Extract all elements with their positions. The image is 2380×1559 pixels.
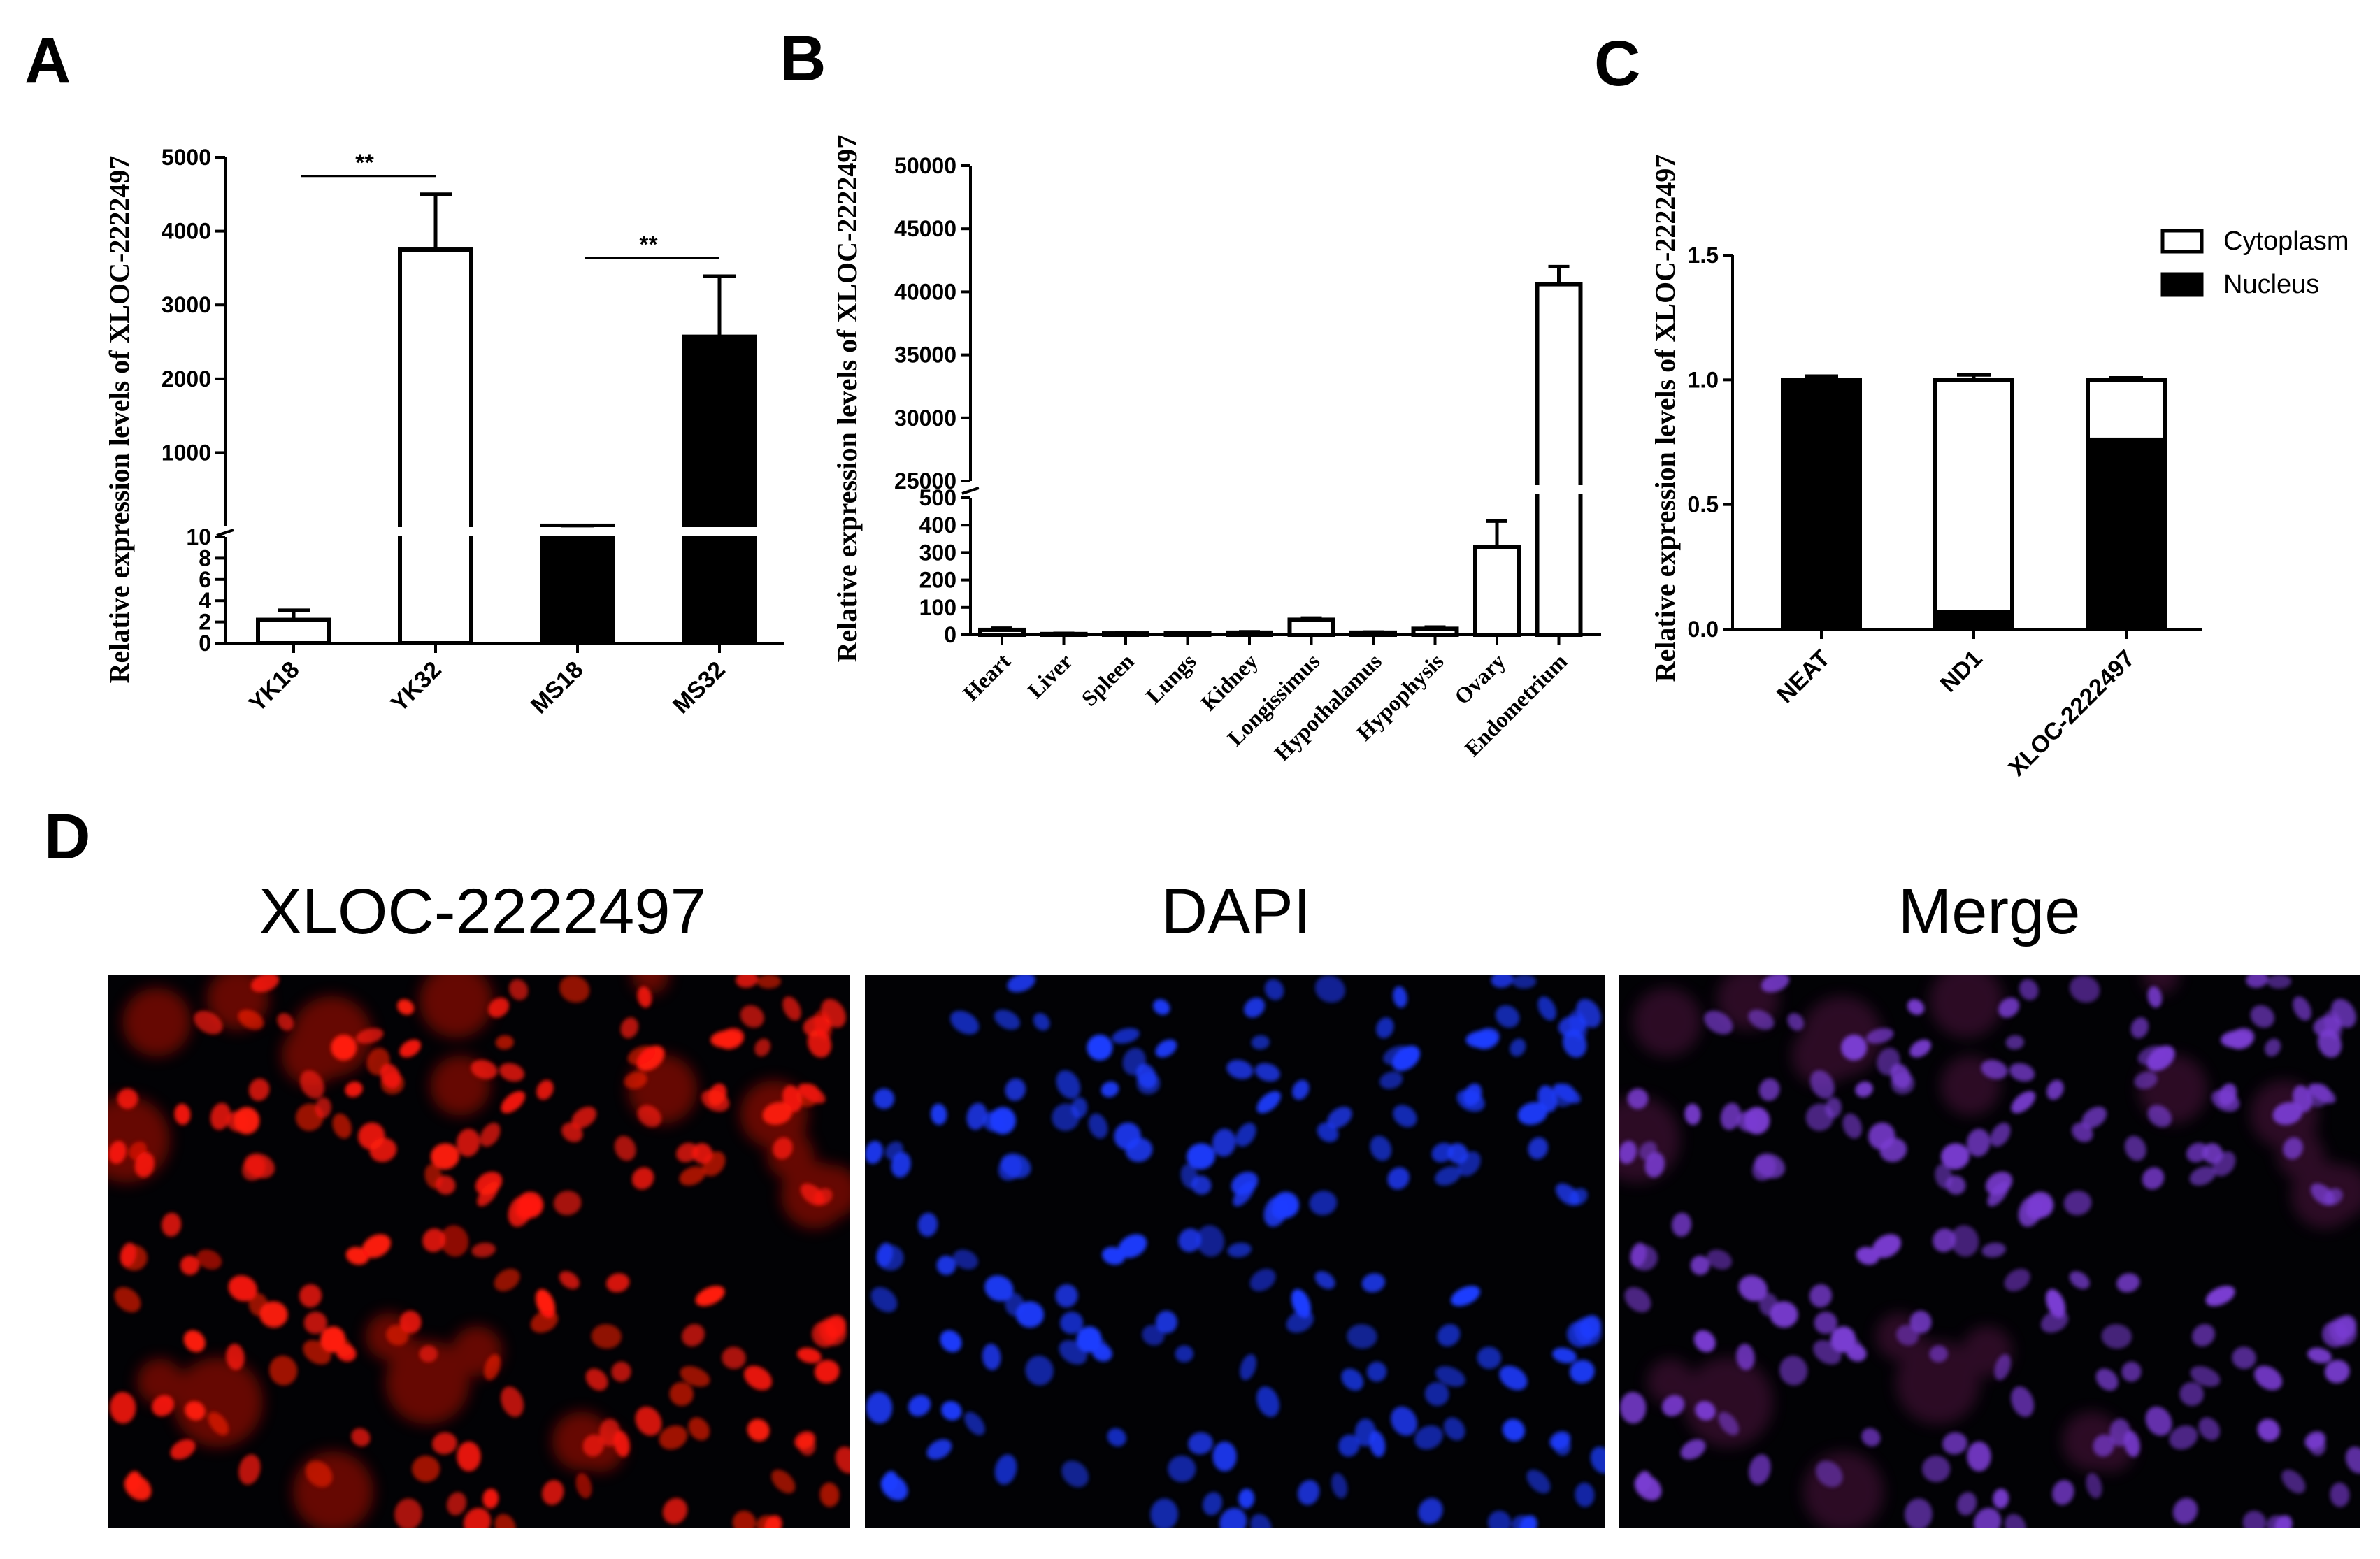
nuclei xyxy=(108,975,850,1528)
y-tick-label: 4 xyxy=(199,588,211,613)
micrograph-title-dapi: DAPI xyxy=(1161,876,1312,947)
x-tick-label-ovary: Ovary xyxy=(1449,648,1510,709)
chart-c: Relative expression levels of XLOC-22224… xyxy=(1649,155,2349,782)
chart-b: Relative expression levels of XLOC-22224… xyxy=(831,135,1601,766)
panel-letter-c: C xyxy=(1594,28,1640,99)
nuclei xyxy=(865,975,1605,1528)
y-tick-label: 200 xyxy=(919,568,956,593)
axis-break-mark xyxy=(961,487,980,495)
bar-yk18 xyxy=(256,617,331,645)
bar-nd1-cytoplasm xyxy=(1933,378,2014,615)
chart-c-ylabel: Relative expression levels of XLOC-22224… xyxy=(1649,155,1681,682)
bar-ovary xyxy=(1473,545,1521,637)
y-tick-label: 1.5 xyxy=(1688,243,1719,268)
axis-break-mark xyxy=(216,529,234,537)
y-tick-label: 300 xyxy=(919,540,956,565)
micrograph-title-merge: Merge xyxy=(1898,876,2081,947)
y-tick-label: 0 xyxy=(199,631,211,656)
legend-swatch-nucleus xyxy=(2160,272,2204,297)
x-tick-label-neat: NEAT xyxy=(1772,645,1835,709)
chart-b-bars xyxy=(978,264,1586,638)
panel-letter-b: B xyxy=(780,23,826,94)
bar-break-gap xyxy=(536,527,619,536)
bar-ms32 xyxy=(682,334,757,645)
x-tick-label-heart: Heart xyxy=(958,648,1015,705)
y-tick-label: 45000 xyxy=(894,216,956,241)
micrograph-merge xyxy=(1619,975,2360,1528)
chart-a-bars xyxy=(256,192,761,646)
significance-label: ** xyxy=(355,150,374,176)
bar-neat-nucleus xyxy=(1781,378,1862,631)
y-tick-label: 0.5 xyxy=(1688,492,1719,517)
x-tick-label-yk32: YK32 xyxy=(386,656,447,717)
micrograph-panel: XLOC-2222497 DAPI Merge xyxy=(108,876,2360,1528)
x-tick-label-ms18: MS18 xyxy=(526,656,589,719)
y-tick-label: 35000 xyxy=(894,343,956,368)
x-tick-label-lungs: Lungs xyxy=(1141,648,1201,708)
micrograph-dapi xyxy=(865,975,1605,1528)
panel-letter-d: D xyxy=(44,801,90,872)
y-tick-label: 50000 xyxy=(894,153,956,178)
y-tick-label: 10 xyxy=(186,524,211,549)
x-tick-label-liver: Liver xyxy=(1022,648,1077,703)
bar-xloc-2222497-cytoplasm xyxy=(2086,378,2167,442)
bar-yk32 xyxy=(398,247,473,645)
y-tick-label: 3000 xyxy=(162,292,211,317)
bar-break-gap xyxy=(1531,485,1586,494)
y-tick-label: 2000 xyxy=(162,366,211,391)
y-tick-label: 5000 xyxy=(162,145,211,170)
micrograph-xloc-2222497 xyxy=(108,975,850,1528)
x-tick-label-ms32: MS32 xyxy=(668,656,731,719)
y-tick-label: 500 xyxy=(919,485,956,510)
bar-longissimus xyxy=(1287,617,1335,638)
y-tick-label: 40000 xyxy=(894,279,956,304)
legend-label-nucleus: Nucleus xyxy=(2223,270,2319,299)
panel-letter-a: A xyxy=(24,25,71,96)
bar-xloc-2222497-nucleus xyxy=(2086,437,2167,632)
chart-a-significance: ** ** xyxy=(301,150,719,259)
y-tick-label: 30000 xyxy=(894,405,956,431)
nuclei xyxy=(1619,975,2360,1528)
legend-swatch-cytoplasm xyxy=(2160,229,2204,254)
y-tick-label: 6 xyxy=(199,567,211,592)
chart-c-bars xyxy=(1781,373,2167,632)
x-tick-label-hypothalamus: Hypothalamus xyxy=(1269,648,1386,766)
y-tick-label: 1.0 xyxy=(1688,367,1719,392)
bar-break-gap xyxy=(394,527,477,536)
bar-heart xyxy=(978,627,1026,637)
x-tick-label-spleen: Spleen xyxy=(1076,648,1139,711)
legend-label-cytoplasm: Cytoplasm xyxy=(2223,227,2349,256)
chart-c-categories: NEAT ND1 XLOC-2222497 xyxy=(1772,645,2140,782)
y-tick-label: 8 xyxy=(199,545,211,570)
y-tick-label: 0.0 xyxy=(1688,617,1719,642)
chart-a-ylabel: Relative expression levels of XLOC-22224… xyxy=(103,156,135,684)
bar-ms18 xyxy=(540,523,615,646)
y-tick-label: 0 xyxy=(944,622,956,647)
chart-a-categories: YK18 YK32 MS18 MS32 xyxy=(244,656,731,719)
bar-hypophysis xyxy=(1411,626,1459,637)
y-tick-label: 25000 xyxy=(894,468,956,494)
micrograph-title-xloc: XLOC-2222497 xyxy=(259,876,705,947)
chart-b-ylabel: Relative expression levels of XLOC-22224… xyxy=(831,135,863,663)
bar-break-gap xyxy=(678,527,761,536)
x-tick-label-nd1: ND1 xyxy=(1935,645,1988,698)
y-tick-label: 4000 xyxy=(162,219,211,244)
x-tick-label-xloc-2222497: XLOC-2222497 xyxy=(2003,645,2139,782)
y-tick-label: 100 xyxy=(919,595,956,620)
y-tick-label: 2 xyxy=(199,610,211,635)
significance-label: ** xyxy=(639,231,658,258)
chart-a: Relative expression levels of XLOC-22224… xyxy=(103,145,784,719)
bar-endometrium xyxy=(1535,282,1583,637)
chart-c-legend: Cytoplasm Nucleus xyxy=(2160,227,2349,299)
y-tick-label: 1000 xyxy=(162,440,211,465)
bar-nd1-nucleus xyxy=(1933,610,2014,631)
x-tick-label-yk18: YK18 xyxy=(244,656,305,717)
y-tick-label: 400 xyxy=(919,512,956,538)
